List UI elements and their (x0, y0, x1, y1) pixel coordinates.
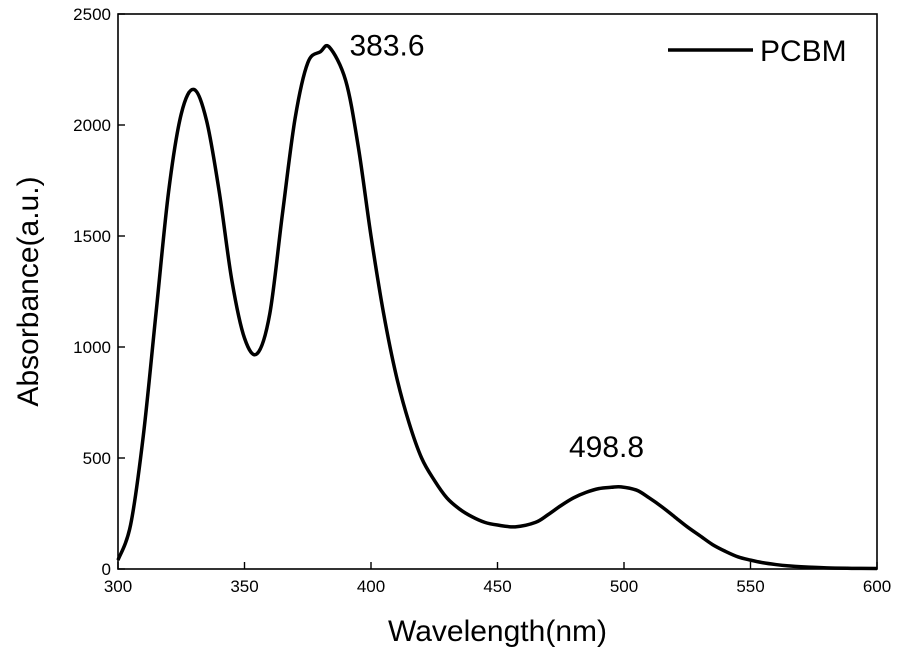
y-tick-label: 500 (83, 449, 111, 468)
x-tick-label: 300 (104, 577, 132, 596)
peak-label: 383.6 (350, 29, 425, 62)
series-layer (116, 43, 878, 571)
y-tick-label: 2500 (73, 5, 111, 24)
y-tick-label: 1000 (73, 338, 111, 357)
legend: PCBM (668, 35, 847, 68)
x-tick-label: 400 (357, 577, 385, 596)
x-tick-label: 600 (863, 577, 891, 596)
legend-label-pcbm: PCBM (760, 35, 847, 68)
y-tick-label: 2000 (73, 116, 111, 135)
x-tick-label: 350 (230, 577, 258, 596)
x-tick-label: 450 (483, 577, 511, 596)
x-tick-label: 550 (736, 577, 764, 596)
series-line-pcbm (116, 43, 878, 571)
annotation-layer: 383.6 498.8 (350, 29, 645, 464)
plot-frame (117, 13, 878, 570)
y-tick-label: 1500 (73, 227, 111, 246)
x-tick-label: 500 (610, 577, 638, 596)
y-axis-title: Absorbance(a.u.) (12, 176, 45, 406)
peak-label: 498.8 (569, 431, 644, 464)
y-tick-label: 0 (102, 560, 111, 579)
x-axis-title: Wavelength(nm) (388, 615, 607, 648)
ticks-layer: 300 350 400 450 500 550 600 0 500 1000 1500 2000 250… (73, 5, 891, 596)
